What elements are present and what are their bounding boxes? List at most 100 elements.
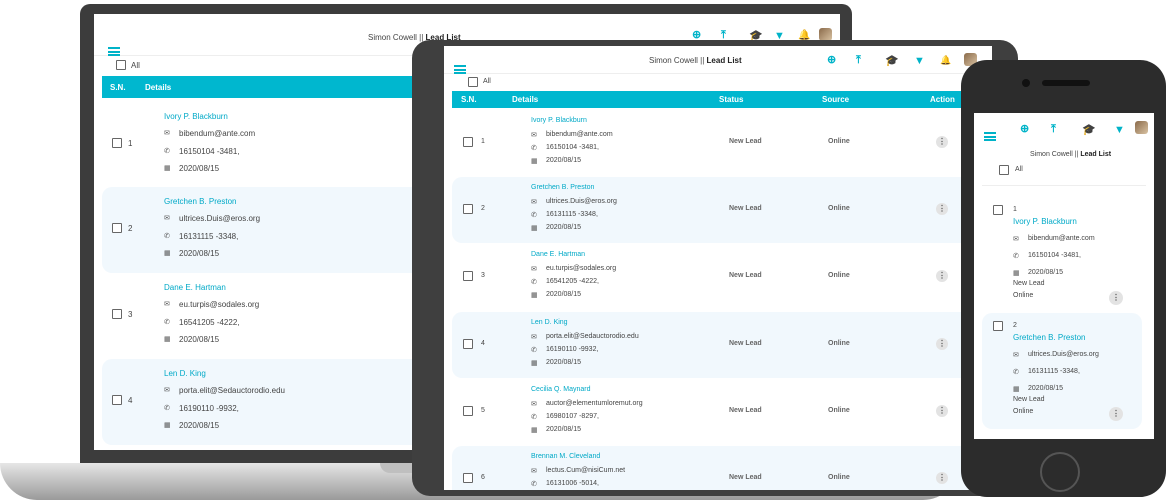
- lead-name[interactable]: Brennan M. Cleveland: [531, 453, 601, 460]
- avatar[interactable]: [819, 28, 832, 41]
- lead-name[interactable]: Ivory P. Blackburn: [531, 117, 587, 124]
- col-action: Action: [930, 95, 955, 104]
- upload-icon[interactable]: ⤒: [856, 54, 861, 66]
- lead-date: 2020/08/15: [546, 426, 582, 433]
- lead-name[interactable]: Len D. King: [164, 369, 206, 378]
- lead-phone: 16131115 -3348,: [1028, 368, 1080, 375]
- plus-circle-icon[interactable]: ⊕: [827, 54, 837, 66]
- breadcrumb-user: Simon Cowell ||: [1030, 151, 1079, 158]
- breadcrumb: Simon Cowell || Lead List: [368, 33, 461, 42]
- row-checkbox[interactable]: [112, 309, 122, 319]
- lead-name[interactable]: Cecilia Q. Maynard: [531, 386, 591, 393]
- row-checkbox[interactable]: [463, 271, 473, 281]
- select-all-checkbox[interactable]: [468, 77, 478, 87]
- lead-name[interactable]: Dane E. Hartman: [531, 251, 586, 258]
- envelope-icon: ✉: [531, 266, 537, 273]
- phone-header: ⊕ ⤒ 🎓 ▼: [974, 113, 1154, 149]
- phone-icon: ✆: [164, 148, 170, 155]
- graduation-cap-icon[interactable]: 🎓: [749, 30, 763, 42]
- avatar[interactable]: [1135, 121, 1148, 134]
- row-checkbox[interactable]: [463, 406, 473, 416]
- row-checkbox[interactable]: [112, 138, 122, 148]
- kebab-menu-icon[interactable]: ⋮: [936, 472, 948, 484]
- row-checkbox[interactable]: [463, 473, 473, 483]
- calendar-icon: ▦: [531, 427, 538, 434]
- select-all-label: All: [483, 78, 491, 85]
- row-sn: 4: [481, 340, 485, 347]
- row-checkbox[interactable]: [463, 204, 473, 214]
- lead-source: Online: [1013, 408, 1034, 415]
- page-title: Lead List: [706, 56, 742, 65]
- lead-phone: 16541205 -4222,: [546, 278, 599, 285]
- envelope-icon: ✉: [1013, 352, 1019, 359]
- bell-icon[interactable]: 🔔: [940, 55, 952, 65]
- breadcrumb-user: Simon Cowell ||: [368, 33, 424, 42]
- lead-email: lectus.Cum@nisiCum.net: [546, 467, 626, 474]
- lead-name[interactable]: Gretchen B. Preston: [164, 197, 237, 206]
- lead-name[interactable]: Gretchen B. Preston: [1013, 333, 1086, 342]
- upload-icon[interactable]: ⤒: [1051, 123, 1056, 135]
- table-row: 4 Len D. King ✉ porta.elit@Sedauctorodio.ed…: [452, 312, 992, 378]
- select-all-checkbox[interactable]: [999, 165, 1009, 175]
- row-sn: 2: [1013, 322, 1017, 329]
- lead-phone: 16150104 -3481,: [546, 144, 599, 151]
- table-header: S.N. Details Status Source Action: [452, 91, 992, 108]
- row-sn: 1: [1013, 206, 1017, 213]
- row-checkbox[interactable]: [463, 339, 473, 349]
- upload-icon[interactable]: ⤒: [721, 29, 726, 41]
- hamburger-icon[interactable]: [984, 132, 996, 141]
- graduation-cap-icon[interactable]: 🎓: [1082, 124, 1096, 136]
- envelope-icon: ✉: [531, 401, 537, 408]
- row-checkbox[interactable]: [463, 137, 473, 147]
- filter-icon[interactable]: ▼: [914, 55, 925, 67]
- kebab-menu-icon[interactable]: ⋮: [936, 203, 948, 215]
- lead-source: Online: [828, 474, 850, 481]
- row-sn: 2: [481, 205, 485, 212]
- select-all-checkbox[interactable]: [116, 60, 126, 70]
- graduation-cap-icon[interactable]: 🎓: [885, 55, 899, 67]
- lead-status: New Lead: [729, 407, 762, 414]
- lead-source: Online: [1013, 292, 1034, 299]
- calendar-icon: ▦: [164, 422, 171, 429]
- lead-phone: 16150104 -3481,: [1028, 252, 1081, 259]
- filter-icon[interactable]: ▼: [1114, 124, 1125, 136]
- calendar-icon: ▦: [1013, 270, 1020, 277]
- lead-name[interactable]: Len D. King: [531, 319, 568, 326]
- row-checkbox[interactable]: [112, 395, 122, 405]
- lead-status: New Lead: [729, 474, 762, 481]
- row-checkbox[interactable]: [993, 321, 1003, 331]
- kebab-menu-icon[interactable]: ⋮: [936, 136, 948, 148]
- lead-name[interactable]: Dane E. Hartman: [164, 283, 226, 292]
- page-title: Lead List: [425, 33, 461, 42]
- table-row: 2 Gretchen B. Preston ✉ ultrices.Duis@eros.…: [452, 177, 992, 243]
- filter-icon[interactable]: ▼: [774, 30, 785, 42]
- col-details: Details: [512, 95, 539, 104]
- kebab-menu-icon[interactable]: ⋮: [1109, 291, 1123, 305]
- lead-name[interactable]: Ivory P. Blackburn: [1013, 217, 1077, 226]
- lead-source: Online: [828, 272, 850, 279]
- row-sn: 1: [128, 139, 133, 148]
- lead-source: Online: [828, 138, 850, 145]
- row-checkbox[interactable]: [112, 223, 122, 233]
- kebab-menu-icon[interactable]: ⋮: [936, 338, 948, 350]
- kebab-menu-icon[interactable]: ⋮: [936, 270, 948, 282]
- bell-icon[interactable]: 🔔: [798, 30, 811, 41]
- lead-date: 2020/08/15: [546, 224, 582, 231]
- calendar-icon: ▦: [164, 336, 171, 343]
- lead-email: bibendum@ante.com: [1028, 235, 1095, 242]
- row-sn: 1: [481, 138, 485, 145]
- row-checkbox[interactable]: [993, 205, 1003, 215]
- plus-circle-icon[interactable]: ⊕: [1020, 123, 1030, 135]
- phone-icon: ✆: [531, 279, 537, 286]
- lead-name[interactable]: Gretchen B. Preston: [531, 184, 595, 191]
- lead-date: 2020/08/15: [179, 335, 220, 344]
- lead-status: New Lead: [1013, 396, 1045, 403]
- kebab-menu-icon[interactable]: ⋮: [936, 405, 948, 417]
- calendar-icon: ▦: [531, 225, 538, 232]
- hamburger-icon[interactable]: [108, 47, 120, 56]
- plus-circle-icon[interactable]: ⊕: [692, 29, 702, 41]
- lead-email: bibendum@ante.com: [179, 129, 256, 138]
- hamburger-icon[interactable]: [454, 65, 466, 74]
- kebab-menu-icon[interactable]: ⋮: [1109, 407, 1123, 421]
- lead-name[interactable]: Ivory P. Blackburn: [164, 112, 228, 121]
